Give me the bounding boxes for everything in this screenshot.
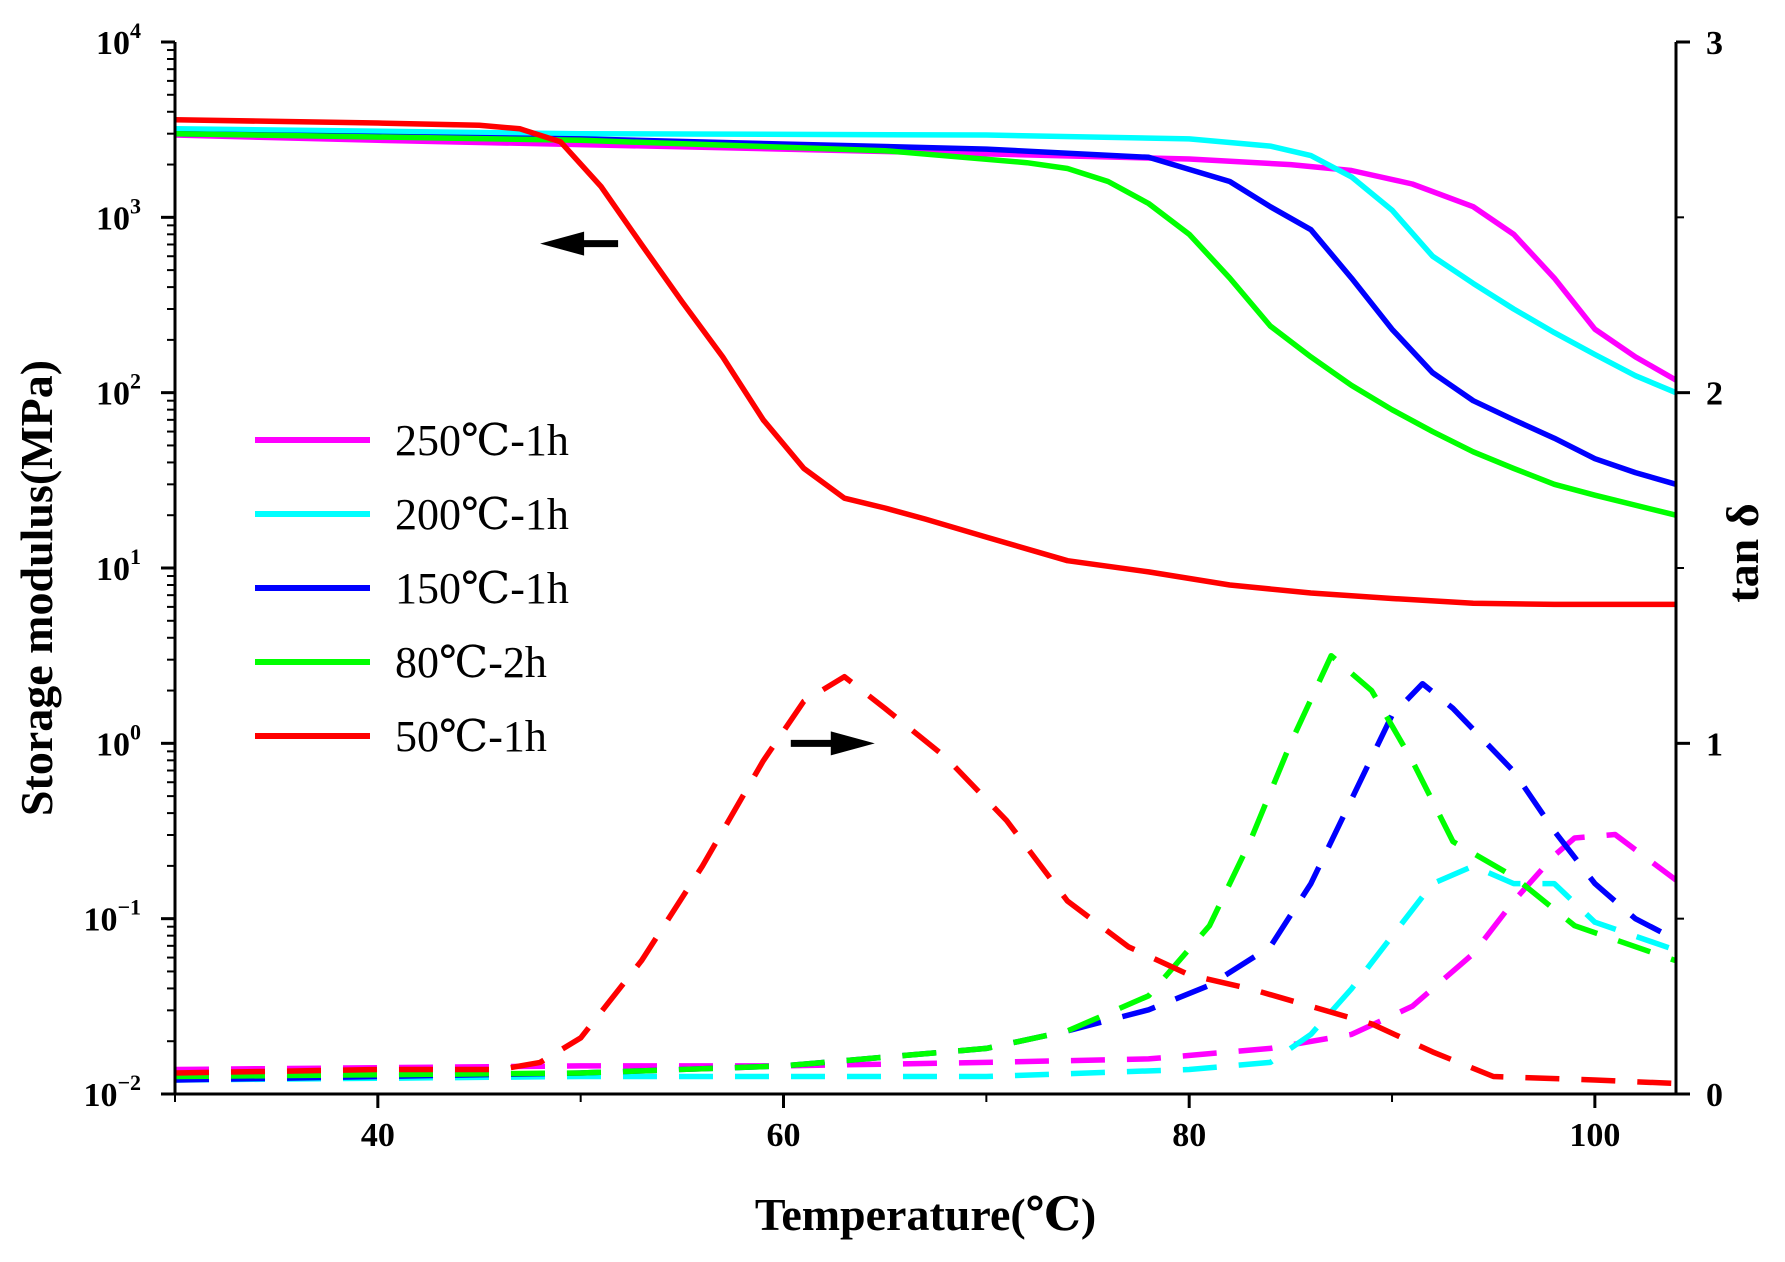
- legend: 250℃-1h 200℃-1h 150℃-1h 80℃-2h 50℃-1h: [255, 416, 569, 761]
- x-axis-title: Temperature(℃): [755, 1189, 1096, 1240]
- tan-delta-line-250-1h: [174, 831, 1678, 1073]
- x-tick-label-100: 100: [1569, 1117, 1620, 1154]
- y-axis-title: Storage modulus(MPa): [11, 360, 62, 816]
- y2-tick-label: 0: [1706, 1077, 1723, 1114]
- y2-tick-label: 2: [1706, 376, 1723, 413]
- modulus-line-50-1h: [174, 117, 1676, 608]
- tan-delta-line-150-1h: [174, 680, 1678, 1083]
- x-tick-label-60: 60: [767, 1117, 801, 1154]
- modulus-line-80-2h: [174, 130, 1677, 518]
- ticks-layer: 40 60 80 100 104 103 102 101 100 10−1 10−2 3 2 1 0: [83, 18, 1723, 1154]
- x-tick-label-80: 80: [1172, 1117, 1206, 1154]
- series-lines-layer: [174, 117, 1678, 1087]
- tan-delta-line-80-2h: [174, 652, 1677, 1080]
- y2-axis-title: tan δ: [1717, 503, 1768, 602]
- y-tick-label: 10−2: [83, 1070, 141, 1114]
- modulus-line-200-1h: [174, 126, 1678, 396]
- left-arrow-head: [540, 231, 585, 256]
- tan-delta-line-50-1h: [174, 673, 1677, 1087]
- annotation-arrows: [540, 231, 875, 756]
- legend-label-80-2h: 80℃-2h: [395, 638, 547, 687]
- modulus-line-150-1h: [174, 130, 1677, 487]
- right-arrow-head: [830, 731, 875, 756]
- y2-tick-label: 3: [1706, 25, 1723, 62]
- y-tick-label: 103: [96, 193, 141, 237]
- y-tick-label: 10−1: [83, 895, 141, 939]
- legend-label-200-1h: 200℃-1h: [395, 490, 569, 539]
- y2-tick-label: 1: [1706, 726, 1723, 763]
- legend-label-250-1h: 250℃-1h: [395, 416, 569, 465]
- x-tick-label-40: 40: [361, 1117, 395, 1154]
- legend-label-150-1h: 150℃-1h: [395, 564, 569, 613]
- modulus-line-250-1h: [174, 132, 1678, 383]
- y-tick-label: 102: [96, 369, 141, 413]
- legend-label-50-1h: 50℃-1h: [395, 712, 547, 761]
- tan-delta-line-200-1h: [174, 863, 1677, 1083]
- y-tick-label: 101: [96, 544, 141, 588]
- y-tick-label: 100: [96, 719, 141, 763]
- y-tick-label: 104: [96, 18, 141, 62]
